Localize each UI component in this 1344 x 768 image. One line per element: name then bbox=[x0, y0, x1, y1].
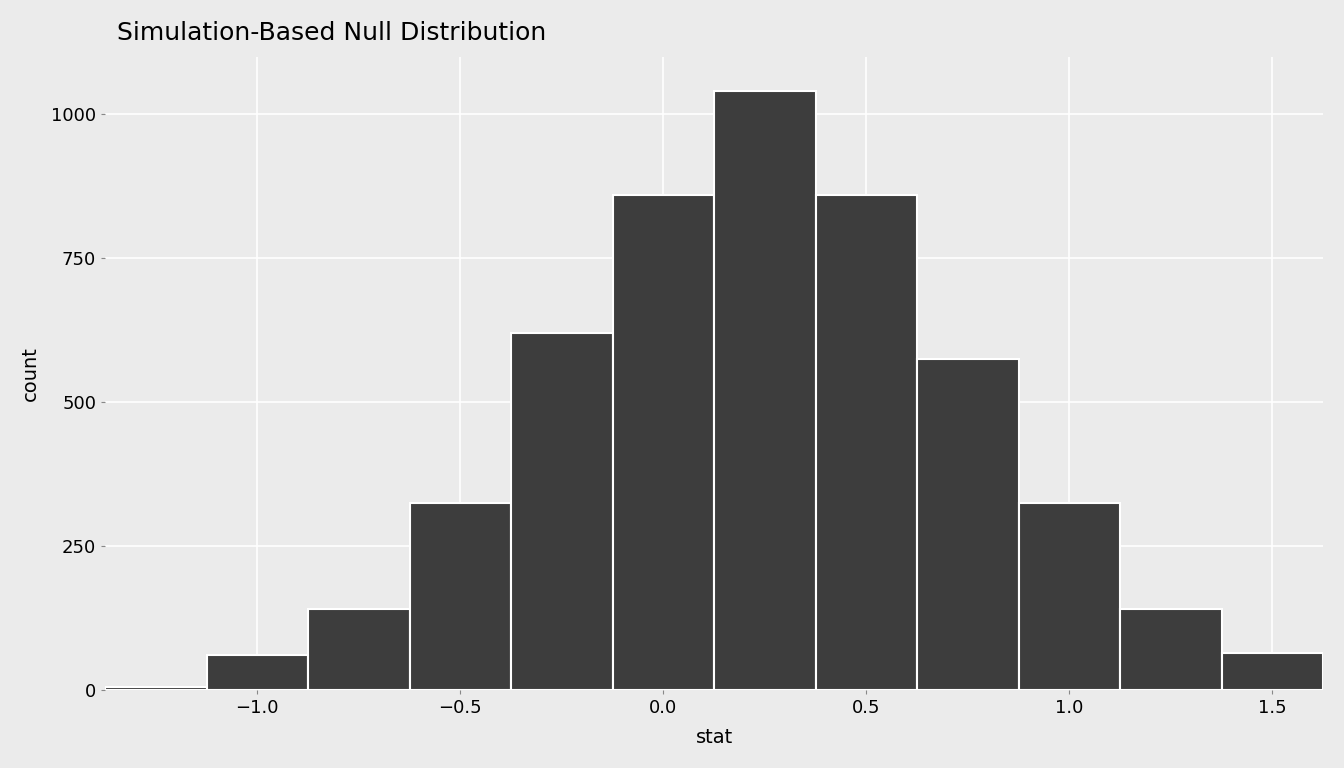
Bar bbox=[511, 333, 613, 690]
Bar bbox=[410, 503, 511, 690]
Bar bbox=[308, 609, 410, 690]
Bar bbox=[105, 687, 207, 690]
Bar bbox=[207, 655, 308, 690]
Bar bbox=[1019, 503, 1120, 690]
Text: Simulation-Based Null Distribution: Simulation-Based Null Distribution bbox=[117, 21, 547, 45]
Bar bbox=[1120, 609, 1222, 690]
X-axis label: stat: stat bbox=[695, 728, 732, 747]
Bar bbox=[816, 195, 917, 690]
Bar bbox=[917, 359, 1019, 690]
Bar bbox=[714, 91, 816, 690]
Bar bbox=[1222, 653, 1322, 690]
Bar bbox=[613, 195, 714, 690]
Y-axis label: count: count bbox=[22, 346, 40, 401]
